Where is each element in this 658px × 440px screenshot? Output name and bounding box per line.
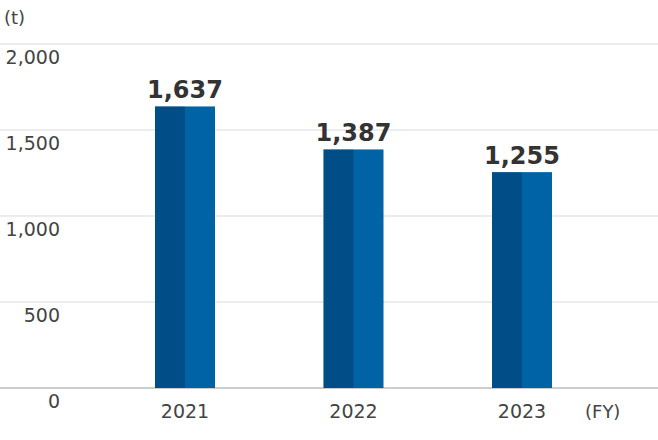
data-label: 1,255 [484,142,560,170]
y-tick-label: 1,000 [6,218,60,240]
x-axis-label: (FY) [585,401,620,422]
bar-shade [324,149,354,388]
bar [492,172,552,388]
y-tick-label: 500 [24,304,60,326]
grid-line [0,44,658,45]
data-label: 1,387 [316,119,392,147]
x-tick-label: 2022 [329,400,377,422]
bar-shade [492,172,522,388]
y-tick-label: 1,500 [6,132,60,154]
data-label: 1,637 [147,76,223,104]
chart: 0 500 1,000 1,500 2,000 (t) (FY) 1,637 1,387 1,25… [0,0,658,440]
bar [155,106,215,388]
y-tick-label: 0 [48,390,60,412]
x-tick-label: 2023 [498,400,546,422]
y-tick-label: 2,000 [6,46,60,68]
x-tick-label: 2021 [161,400,209,422]
bar-shade [155,106,185,388]
y-axis-label: (t) [4,7,25,28]
bar [324,149,384,388]
